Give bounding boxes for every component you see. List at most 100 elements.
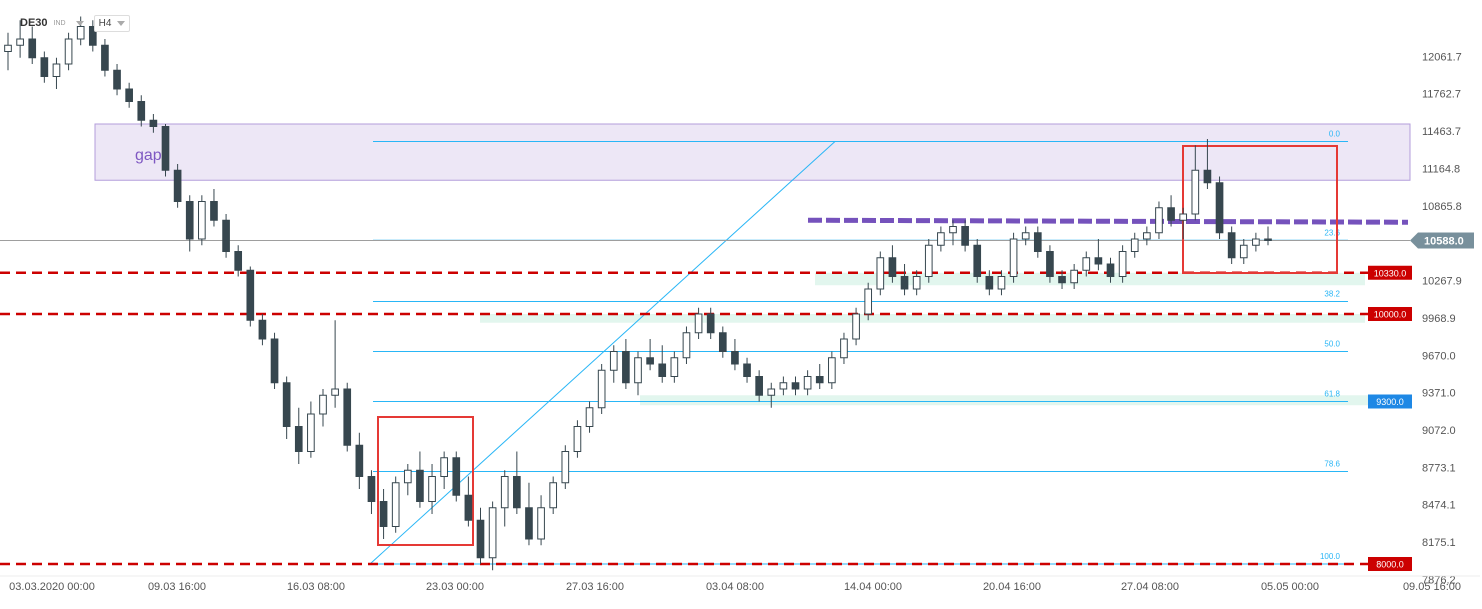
y-tick-label: 9968.9 bbox=[1422, 313, 1456, 325]
candle-body bbox=[355, 444, 364, 477]
candle-body bbox=[525, 507, 533, 540]
candle-body bbox=[185, 201, 194, 240]
candle-body bbox=[694, 313, 703, 334]
candle-body bbox=[1009, 238, 1018, 277]
market-tag: IND bbox=[53, 19, 66, 27]
candle-body bbox=[1082, 257, 1091, 271]
candle-body bbox=[973, 244, 982, 277]
candle-body bbox=[706, 313, 715, 334]
candle-body bbox=[561, 451, 570, 484]
candle-body bbox=[1046, 251, 1054, 277]
candle-body bbox=[403, 469, 412, 484]
gap-zone bbox=[94, 123, 1411, 181]
candle-body bbox=[1130, 238, 1139, 252]
candle-body bbox=[888, 257, 897, 277]
y-tick-label: 10865.8 bbox=[1422, 201, 1462, 213]
x-tick-label: 05.05 00:00 bbox=[1261, 581, 1319, 593]
chevron-down-icon bbox=[117, 20, 126, 26]
candle-body bbox=[937, 232, 945, 246]
candle-body bbox=[622, 351, 630, 384]
candle-body bbox=[985, 276, 994, 290]
candle-body bbox=[343, 388, 352, 446]
demand-zone bbox=[480, 314, 1365, 323]
y-tick-label: 10267.9 bbox=[1422, 276, 1462, 288]
level-label: 10330.0 bbox=[1374, 268, 1407, 278]
candle-body bbox=[1021, 232, 1030, 240]
candle-body bbox=[791, 382, 800, 390]
demand-zone bbox=[640, 395, 1410, 406]
x-tick-label: 27.04 08:00 bbox=[1121, 581, 1179, 593]
x-tick-label: 27.03 16:00 bbox=[566, 581, 624, 593]
candle-body bbox=[452, 457, 461, 496]
level-tag bbox=[1368, 557, 1412, 571]
candle-body bbox=[258, 319, 267, 340]
candle-body bbox=[949, 226, 957, 234]
candle-body bbox=[101, 44, 109, 71]
candle-body bbox=[64, 38, 73, 65]
candle-body bbox=[961, 226, 969, 246]
candle-body bbox=[609, 351, 618, 371]
gap-label: gap bbox=[135, 147, 162, 164]
candle-body bbox=[731, 351, 739, 365]
fib-level-label: 38.2 bbox=[1324, 290, 1340, 299]
candle-body bbox=[476, 519, 485, 559]
candle-body bbox=[803, 376, 812, 390]
timeframe-label: H4 bbox=[98, 17, 112, 29]
x-tick-label: 16.03 08:00 bbox=[287, 581, 345, 593]
candle-body bbox=[537, 507, 545, 540]
y-tick-label: 11463.7 bbox=[1422, 126, 1461, 138]
candle-body bbox=[1167, 207, 1175, 221]
candle-body bbox=[573, 426, 582, 452]
candle-body bbox=[440, 457, 448, 477]
demand-zone bbox=[815, 272, 1365, 286]
candle-body bbox=[88, 26, 97, 46]
candle-body bbox=[597, 369, 606, 409]
candle-body bbox=[864, 288, 873, 315]
y-tick-label: 8474.1 bbox=[1422, 500, 1456, 512]
x-tick-label: 03.03.2020 00:00 bbox=[9, 581, 95, 593]
candle-body bbox=[234, 251, 243, 271]
x-tick-label: 14.04 00:00 bbox=[844, 581, 902, 593]
candle-body bbox=[246, 269, 255, 321]
fib-level-label: 100.0 bbox=[1320, 552, 1341, 561]
candle-body bbox=[1252, 238, 1260, 246]
candle-body bbox=[1239, 244, 1248, 259]
candle-body bbox=[173, 169, 182, 202]
candle-body bbox=[682, 332, 691, 359]
y-tick-label: 8175.1 bbox=[1422, 537, 1456, 549]
symbol-label: DE30 bbox=[20, 17, 48, 29]
candle-body bbox=[52, 63, 61, 77]
candle-body bbox=[549, 482, 558, 509]
candle-body bbox=[840, 338, 848, 359]
level-tag bbox=[1368, 394, 1412, 409]
candle-body bbox=[876, 257, 885, 290]
candle-body bbox=[28, 38, 37, 59]
candle-body bbox=[1058, 276, 1066, 284]
candle-body bbox=[658, 363, 667, 377]
candle-body bbox=[198, 201, 206, 240]
candle-body bbox=[113, 69, 121, 90]
candle-body bbox=[900, 276, 909, 290]
candle-body bbox=[4, 44, 12, 52]
chevron-down-icon[interactable] bbox=[75, 20, 84, 26]
candle-body bbox=[1106, 263, 1115, 277]
candle-body bbox=[912, 276, 921, 290]
candle-body bbox=[367, 476, 376, 502]
timeframe-selector[interactable]: H4 bbox=[93, 14, 131, 32]
candle-body bbox=[137, 101, 146, 121]
candle-body bbox=[222, 219, 230, 252]
candle-body bbox=[331, 388, 339, 396]
candle-body bbox=[755, 376, 763, 396]
candle-body bbox=[416, 469, 424, 502]
candle-body bbox=[270, 338, 279, 384]
candle-body bbox=[670, 357, 679, 377]
candle-body bbox=[997, 276, 1006, 290]
level-label: 10000.0 bbox=[1374, 310, 1407, 320]
candle-body bbox=[743, 363, 751, 377]
candle-body bbox=[307, 413, 315, 452]
y-tick-label: 11762.7 bbox=[1422, 89, 1461, 101]
highlight-box bbox=[377, 416, 474, 546]
candle-body bbox=[513, 476, 521, 509]
